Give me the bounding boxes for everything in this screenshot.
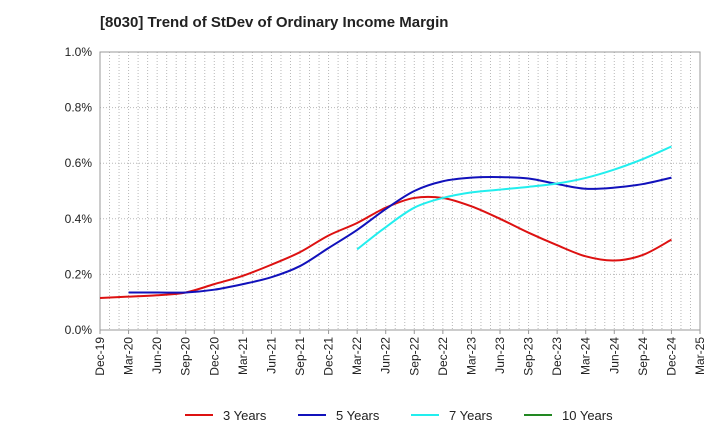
x-tick-label: Dec-22 xyxy=(436,337,450,376)
x-axis-ticks: Dec-19 Mar-20 Jun-20 Sep-20 Dec-20 Mar-21 Jun-… xyxy=(93,330,707,376)
x-tick-label: Mar-24 xyxy=(579,337,593,375)
x-tick-label: Mar-25 xyxy=(693,337,707,375)
x-tick-label: Dec-20 xyxy=(207,337,221,376)
legend-label-7-years: 7 Years xyxy=(449,408,493,423)
x-tick-label: Sep-23 xyxy=(522,337,536,376)
x-tick-label: Dec-19 xyxy=(93,337,107,376)
x-tick-label: Jun-21 xyxy=(264,337,278,374)
series-line-5-years xyxy=(128,176,672,294)
y-tick-label: 0.2% xyxy=(65,267,93,281)
legend-label-5-years: 5 Years xyxy=(336,408,380,423)
y-tick-label: 0.8% xyxy=(65,101,93,115)
x-tick-label: Jun-23 xyxy=(493,337,507,374)
x-tick-label: Jun-24 xyxy=(607,337,621,374)
x-tick-label: Sep-21 xyxy=(293,337,307,376)
legend: 3 Years 5 Years 7 Years 10 Years xyxy=(185,408,613,423)
x-tick-label: Mar-22 xyxy=(350,337,364,375)
y-tick-label: 1.0% xyxy=(65,45,93,59)
series-lines xyxy=(99,145,672,300)
x-tick-label: Jun-22 xyxy=(379,337,393,374)
y-axis-ticks: 0.0% 0.2% 0.4% 0.6% 0.8% 1.0% xyxy=(65,45,93,337)
legend-label-10-years: 10 Years xyxy=(562,408,613,423)
legend-label-3-years: 3 Years xyxy=(223,408,267,423)
y-tick-label: 0.0% xyxy=(65,323,93,337)
x-tick-label: Dec-21 xyxy=(322,337,336,376)
x-tick-label: Dec-24 xyxy=(664,337,678,376)
x-tick-label: Jun-20 xyxy=(150,337,164,374)
chart-title: [8030] Trend of StDev of Ordinary Income… xyxy=(100,14,449,31)
x-tick-label: Mar-20 xyxy=(122,337,136,375)
plot-area xyxy=(99,51,701,331)
x-tick-label: Dec-23 xyxy=(550,337,564,376)
x-tick-label: Mar-21 xyxy=(236,337,250,375)
x-tick-label: Sep-22 xyxy=(407,337,421,376)
grid-lines xyxy=(100,52,700,330)
x-tick-label: Sep-20 xyxy=(179,337,193,376)
series-line-3-years xyxy=(99,195,672,300)
series-line-7-years xyxy=(356,145,672,251)
x-tick-label: Mar-23 xyxy=(464,337,478,375)
y-tick-label: 0.6% xyxy=(65,156,93,170)
x-tick-label: Sep-24 xyxy=(636,337,650,376)
y-tick-label: 0.4% xyxy=(65,212,93,226)
